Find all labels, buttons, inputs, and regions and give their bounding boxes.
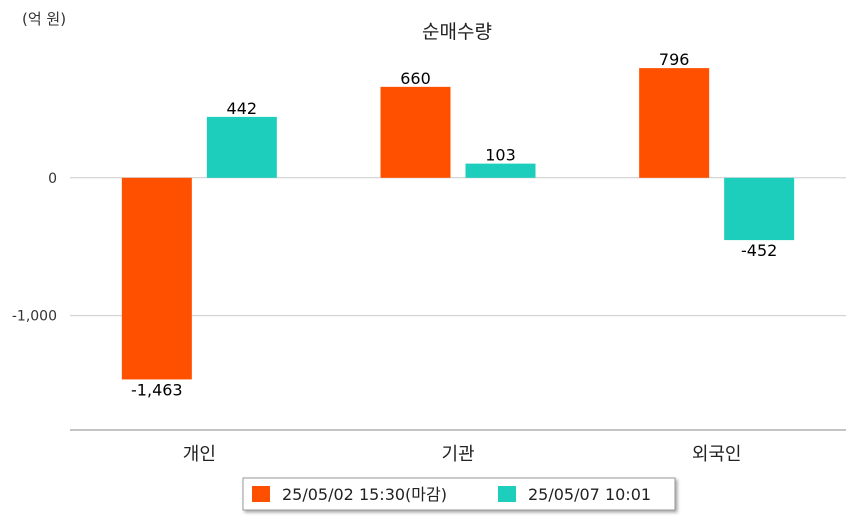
x-tick-label: 개인	[183, 444, 216, 465]
bar	[380, 86, 451, 178]
bar	[206, 116, 277, 178]
data-label: -452	[741, 241, 777, 260]
data-label: 103	[485, 146, 516, 165]
legend-label: 25/05/02 15:30(마감)	[282, 485, 447, 504]
x-tick-label: 기관	[441, 444, 474, 465]
data-label: 660	[400, 69, 431, 88]
y-tick-label: 0	[48, 171, 57, 187]
data-label: 442	[227, 99, 258, 118]
legend-box	[242, 477, 676, 511]
legend-swatch	[252, 486, 270, 502]
y-tick-label: -1,000	[12, 309, 57, 325]
bar	[639, 68, 710, 178]
data-label: 796	[659, 50, 690, 69]
bar	[121, 177, 192, 380]
unit-label: (억 원)	[22, 10, 66, 28]
data-label: -1,463	[131, 380, 183, 399]
legend-swatch	[498, 486, 516, 502]
bar	[465, 163, 536, 178]
bar	[724, 177, 795, 241]
x-tick-label: 외국인	[692, 444, 742, 465]
legend-label: 25/05/07 10:01	[528, 485, 651, 504]
legend: 25/05/02 15:30(마감) 25/05/07 10:01	[242, 477, 676, 511]
chart-title: 순매수량	[422, 21, 492, 43]
